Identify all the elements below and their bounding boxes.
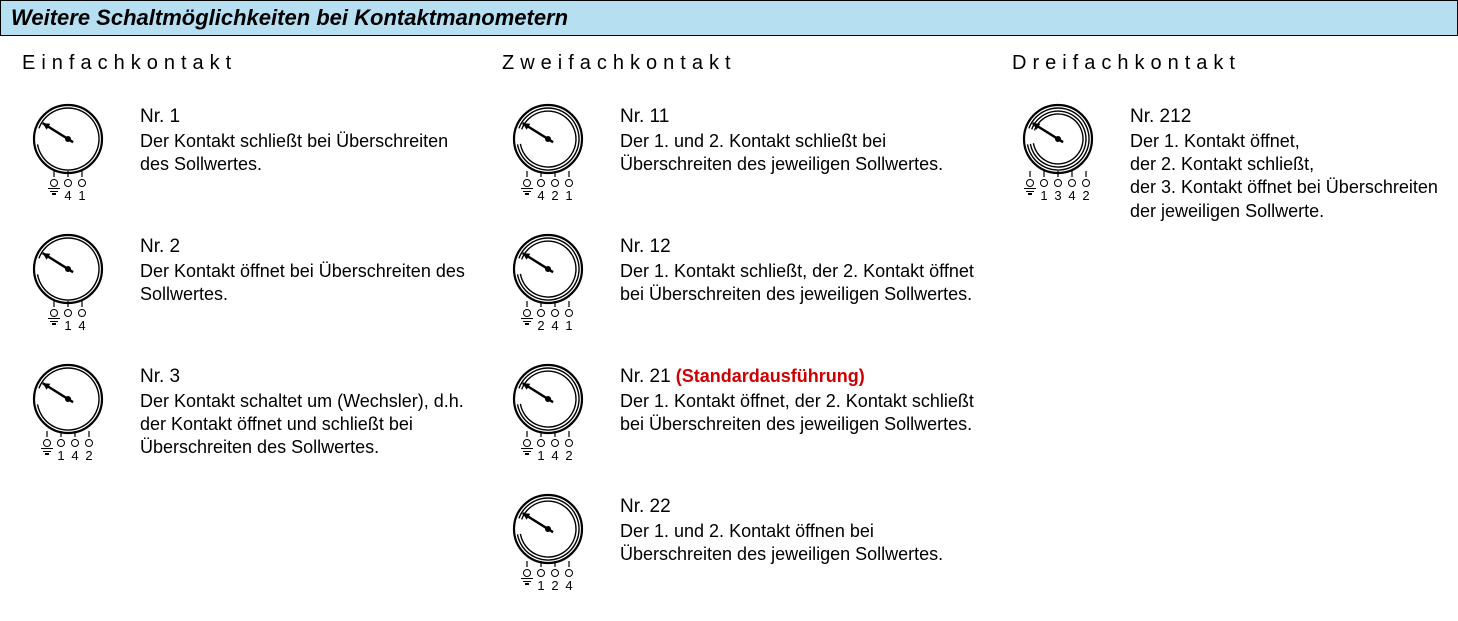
terminal-row: 142 bbox=[20, 439, 96, 463]
entry-number: Nr. 12 bbox=[620, 236, 671, 257]
entry-number: Nr. 2 bbox=[140, 236, 180, 257]
standard-badge: (Standardausführung) bbox=[676, 366, 865, 386]
entry-text: Nr. 22Der 1. und 2. Kontakt öffnen bei Ü… bbox=[620, 491, 990, 566]
entry-number: Nr. 1 bbox=[140, 106, 180, 127]
terminal-label: 1 bbox=[75, 179, 89, 203]
terminal-label: 2 bbox=[548, 179, 562, 203]
terminal-label: 4 bbox=[534, 179, 548, 203]
entry-number: Nr. 212 bbox=[1130, 106, 1191, 127]
terminal-label: 2 bbox=[562, 439, 576, 463]
column-1: Einfachkontakt41Nr. 1Der Kontakt schließ… bbox=[20, 46, 480, 621]
column-heading: Dreifachkontakt bbox=[1012, 52, 1440, 75]
terminal-row: 41 bbox=[20, 179, 89, 203]
contact-entry: 124 Nr. 22Der 1. und 2. Kontakt öffnen be… bbox=[500, 491, 990, 593]
ground-icon bbox=[520, 309, 534, 325]
terminal-label: 1 bbox=[562, 309, 576, 333]
terminal-label: 1 bbox=[61, 309, 75, 333]
contact-entry: 1342 Nr. 212Der 1. Kontakt öffnet,der 2. … bbox=[1010, 101, 1440, 223]
entry-text: Nr. 21 (Standardausführung)Der 1. Kontak… bbox=[620, 361, 990, 436]
terminal-row: 241 bbox=[500, 309, 576, 333]
ground-icon bbox=[520, 179, 534, 195]
entry-number: Nr. 22 bbox=[620, 496, 671, 517]
terminal-label: 1 bbox=[1037, 179, 1051, 203]
gauge-diagram: 1342 bbox=[1010, 101, 1130, 203]
entry-number: Nr. 21 bbox=[620, 366, 671, 387]
terminal-label: 4 bbox=[75, 309, 89, 333]
gauge-diagram: 241 bbox=[500, 231, 620, 333]
entry-text: Nr. 12Der 1. Kontakt schließt, der 2. Ko… bbox=[620, 231, 990, 306]
ground-icon bbox=[1023, 179, 1037, 195]
gauge-diagram: 41 bbox=[20, 101, 140, 203]
column-heading: Zweifachkontakt bbox=[502, 52, 990, 75]
entry-text: Nr. 2Der Kontakt öffnet bei Überschrei­t… bbox=[140, 231, 480, 306]
terminal-label: 1 bbox=[534, 439, 548, 463]
page-title: Weitere Schaltmöglichkeiten bei Kontaktm… bbox=[11, 5, 568, 30]
contact-entry: 142 Nr. 3Der Kontakt schaltet um (Wechs­l… bbox=[20, 361, 480, 463]
gauge-diagram: 421 bbox=[500, 101, 620, 203]
gauge-diagram: 142 bbox=[20, 361, 140, 463]
terminal-label: 1 bbox=[534, 569, 548, 593]
column-3: Dreifachkontakt 1342 Nr. 212Der 1. Kontakt… bbox=[1010, 46, 1440, 621]
terminal-label: 2 bbox=[82, 439, 96, 463]
entry-text: Nr. 3Der Kontakt schaltet um (Wechs­ler)… bbox=[140, 361, 480, 460]
entry-text: Nr. 212Der 1. Kontakt öffnet,der 2. Kont… bbox=[1130, 101, 1440, 223]
terminal-label: 4 bbox=[548, 439, 562, 463]
ground-icon bbox=[40, 439, 54, 455]
terminal-row: 14 bbox=[20, 309, 89, 333]
column-heading: Einfachkontakt bbox=[22, 52, 480, 75]
terminal-row: 1342 bbox=[1010, 179, 1093, 203]
title-bar: Weitere Schaltmöglichkeiten bei Kontaktm… bbox=[0, 0, 1458, 36]
gauge-diagram: 14 bbox=[20, 231, 140, 333]
entry-number: Nr. 3 bbox=[140, 366, 180, 387]
terminal-label: 4 bbox=[68, 439, 82, 463]
terminal-label: 2 bbox=[548, 569, 562, 593]
terminal-label: 4 bbox=[61, 179, 75, 203]
ground-icon bbox=[520, 569, 534, 585]
ground-icon bbox=[520, 439, 534, 455]
ground-icon bbox=[47, 309, 61, 325]
content-columns: Einfachkontakt41Nr. 1Der Kontakt schließ… bbox=[0, 36, 1458, 621]
contact-entry: 142 Nr. 21 (Standardausführung)Der 1. Kon… bbox=[500, 361, 990, 463]
terminal-label: 1 bbox=[54, 439, 68, 463]
gauge-diagram: 124 bbox=[500, 491, 620, 593]
terminal-label: 4 bbox=[562, 569, 576, 593]
terminal-row: 421 bbox=[500, 179, 576, 203]
entry-text: Nr. 11Der 1. und 2. Kontakt schließt bei… bbox=[620, 101, 990, 176]
contact-entry: 41 Nr. 1Der Kontakt schließt bei Über­sch… bbox=[20, 101, 480, 203]
entry-number: Nr. 11 bbox=[620, 106, 669, 127]
terminal-label: 4 bbox=[1065, 179, 1079, 203]
terminal-label: 3 bbox=[1051, 179, 1065, 203]
gauge-diagram: 142 bbox=[500, 361, 620, 463]
contact-entry: 14 Nr. 2Der Kontakt öffnet bei Überschrei… bbox=[20, 231, 480, 333]
terminal-row: 142 bbox=[500, 439, 576, 463]
terminal-row: 124 bbox=[500, 569, 576, 593]
contact-entry: 241 Nr. 12Der 1. Kontakt schließt, der 2.… bbox=[500, 231, 990, 333]
contact-entry: 421 Nr. 11Der 1. und 2. Kontakt schließt … bbox=[500, 101, 990, 203]
terminal-label: 2 bbox=[1079, 179, 1093, 203]
terminal-label: 1 bbox=[562, 179, 576, 203]
terminal-label: 4 bbox=[548, 309, 562, 333]
column-2: Zweifachkontakt421Nr. 11Der 1. und 2. Ko… bbox=[500, 46, 990, 621]
ground-icon bbox=[47, 179, 61, 195]
entry-text: Nr. 1Der Kontakt schließt bei Über­schre… bbox=[140, 101, 480, 176]
terminal-label: 2 bbox=[534, 309, 548, 333]
